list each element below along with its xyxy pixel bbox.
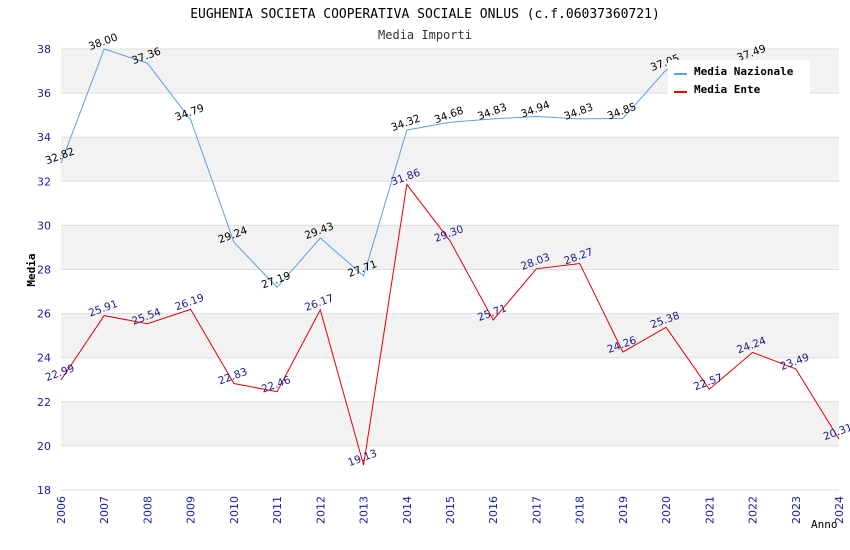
series-lines <box>60 48 840 466</box>
chart-title: EUGHENIA SOCIETA COOPERATIVA SOCIALE ONL… <box>190 7 660 22</box>
x-tick-label: 2012 <box>314 496 327 524</box>
series-line-media-ente <box>60 183 840 466</box>
x-tick-label: 2020 <box>660 496 673 524</box>
x-tick-label: 2015 <box>444 496 457 524</box>
legend-label-media-nazionale: Media Nazionale <box>694 65 794 78</box>
plot-band <box>61 357 839 402</box>
y-tick-label: 24 <box>37 352 51 365</box>
x-tick-label: 2023 <box>790 496 803 524</box>
plot-band <box>61 401 839 446</box>
x-tick-label: 2014 <box>401 496 414 524</box>
y-tick-label: 34 <box>37 131 51 144</box>
x-axis-label: Anno <box>811 518 838 531</box>
plot-band <box>61 313 839 358</box>
x-tick-label: 2008 <box>141 496 154 524</box>
series-line-media-nazionale <box>60 48 753 289</box>
chart-subtitle: Media Importi <box>378 28 472 42</box>
y-tick-label: 28 <box>37 264 51 277</box>
y-tick-label: 26 <box>37 308 51 321</box>
plot-band <box>61 445 839 490</box>
y-tick-label: 38 <box>37 43 51 56</box>
plot-band <box>61 225 839 270</box>
x-tick-label: 2013 <box>358 496 371 524</box>
x-tick-label: 2021 <box>703 496 716 524</box>
x-tick-label: 2011 <box>271 496 284 524</box>
x-tick-label: 2006 <box>55 496 68 524</box>
x-tick-label: 2022 <box>747 496 760 524</box>
x-tick-label: 2016 <box>487 496 500 524</box>
y-tick-label: 22 <box>37 396 51 409</box>
plot-band <box>61 269 839 314</box>
grid-lines <box>61 48 839 491</box>
x-tick-label: 2018 <box>574 496 587 524</box>
legend: Media Nazionale Media Ente <box>668 60 810 96</box>
x-tick-label: 2024 <box>833 496 846 524</box>
y-tick-label: 18 <box>37 484 51 497</box>
x-tick-label: 2017 <box>530 496 543 524</box>
x-tick-label: 2009 <box>185 496 198 524</box>
legend-label-media-ente: Media Ente <box>694 83 761 96</box>
plot-band <box>61 93 839 138</box>
x-tick-label: 2007 <box>98 496 111 524</box>
x-axis-ticks: 2006 2007 2008 2009 2010 2011 2012 2013 2014 2015… <box>55 496 846 524</box>
legend-background <box>668 60 810 96</box>
y-tick-label: 30 <box>37 219 51 232</box>
y-tick-label: 20 <box>37 440 51 453</box>
y-tick-label: 36 <box>37 87 51 100</box>
y-axis-ticks: 18 20 22 24 26 28 30 32 34 36 38 <box>37 43 51 497</box>
plot-background <box>61 49 839 490</box>
plot-band <box>61 181 839 226</box>
plot-band <box>61 137 839 182</box>
y-tick-label: 32 <box>37 175 51 188</box>
x-tick-label: 2010 <box>228 496 241 524</box>
x-tick-label: 2019 <box>617 496 630 524</box>
y-axis-label: Media <box>25 253 38 286</box>
